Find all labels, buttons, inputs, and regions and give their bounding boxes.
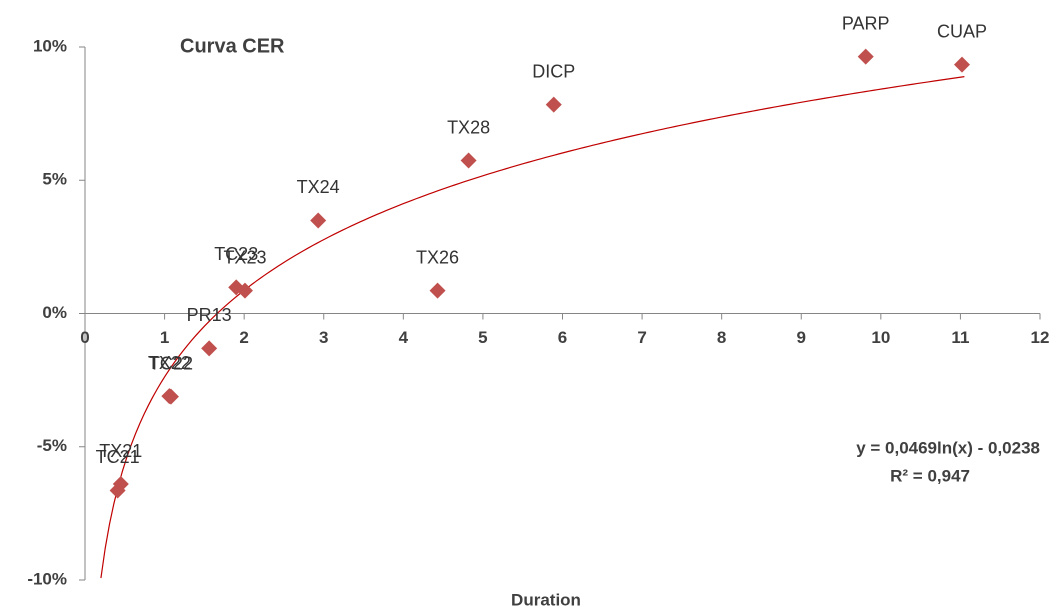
- point-label: TX22: [148, 353, 191, 373]
- y-tick-label: -10%: [27, 569, 67, 588]
- data-point: [236, 282, 253, 299]
- y-tick-label: 5%: [42, 170, 67, 189]
- point-label: TC23: [214, 244, 258, 264]
- y-tick-label: 10%: [33, 36, 67, 55]
- point-label: PARP: [842, 13, 890, 33]
- x-tick-label: 3: [319, 328, 328, 347]
- chart-title: Curva CER: [180, 35, 285, 57]
- data-point: [109, 482, 126, 499]
- point-label: TC22: [149, 353, 193, 373]
- x-tick-label: 9: [797, 328, 806, 347]
- x-tick-label: 4: [399, 328, 409, 347]
- data-point: [429, 282, 446, 299]
- x-axis-title: Duration: [511, 590, 581, 609]
- data-point: [310, 212, 327, 229]
- trend-r2: R² = 0,947: [890, 466, 970, 485]
- x-tick-label: 6: [558, 328, 567, 347]
- x-tick-label: 1: [160, 328, 169, 347]
- data-point: [460, 152, 477, 169]
- x-tick-label: 0: [80, 328, 89, 347]
- data-point: [857, 48, 874, 65]
- x-tick-label: 11: [951, 328, 969, 347]
- x-tick-label: 8: [717, 328, 726, 347]
- point-label: TX21: [99, 441, 142, 461]
- x-tick-label: 12: [1031, 328, 1050, 347]
- point-label: CUAP: [937, 21, 987, 41]
- x-tick-label: 10: [871, 328, 890, 347]
- point-label: TX28: [447, 117, 490, 137]
- x-tick-label: 2: [239, 328, 248, 347]
- x-tick-label: 5: [478, 328, 487, 347]
- point-label: TX26: [416, 247, 459, 267]
- point-label: TX23: [223, 247, 266, 267]
- point-label: TC21: [96, 447, 140, 467]
- trendline: [100, 76, 965, 579]
- x-tick-label: 7: [637, 328, 646, 347]
- trend-equation: y = 0,0469ln(x) - 0,0238: [856, 438, 1040, 457]
- data-point: [162, 388, 179, 405]
- point-label: PR13: [187, 305, 232, 325]
- point-label: DICP: [532, 61, 575, 81]
- data-point: [201, 340, 218, 357]
- data-point: [545, 96, 562, 113]
- data-point: [954, 56, 971, 73]
- y-tick-label: -5%: [37, 436, 67, 455]
- point-label: TX24: [297, 177, 340, 197]
- y-tick-label: 0%: [42, 303, 67, 322]
